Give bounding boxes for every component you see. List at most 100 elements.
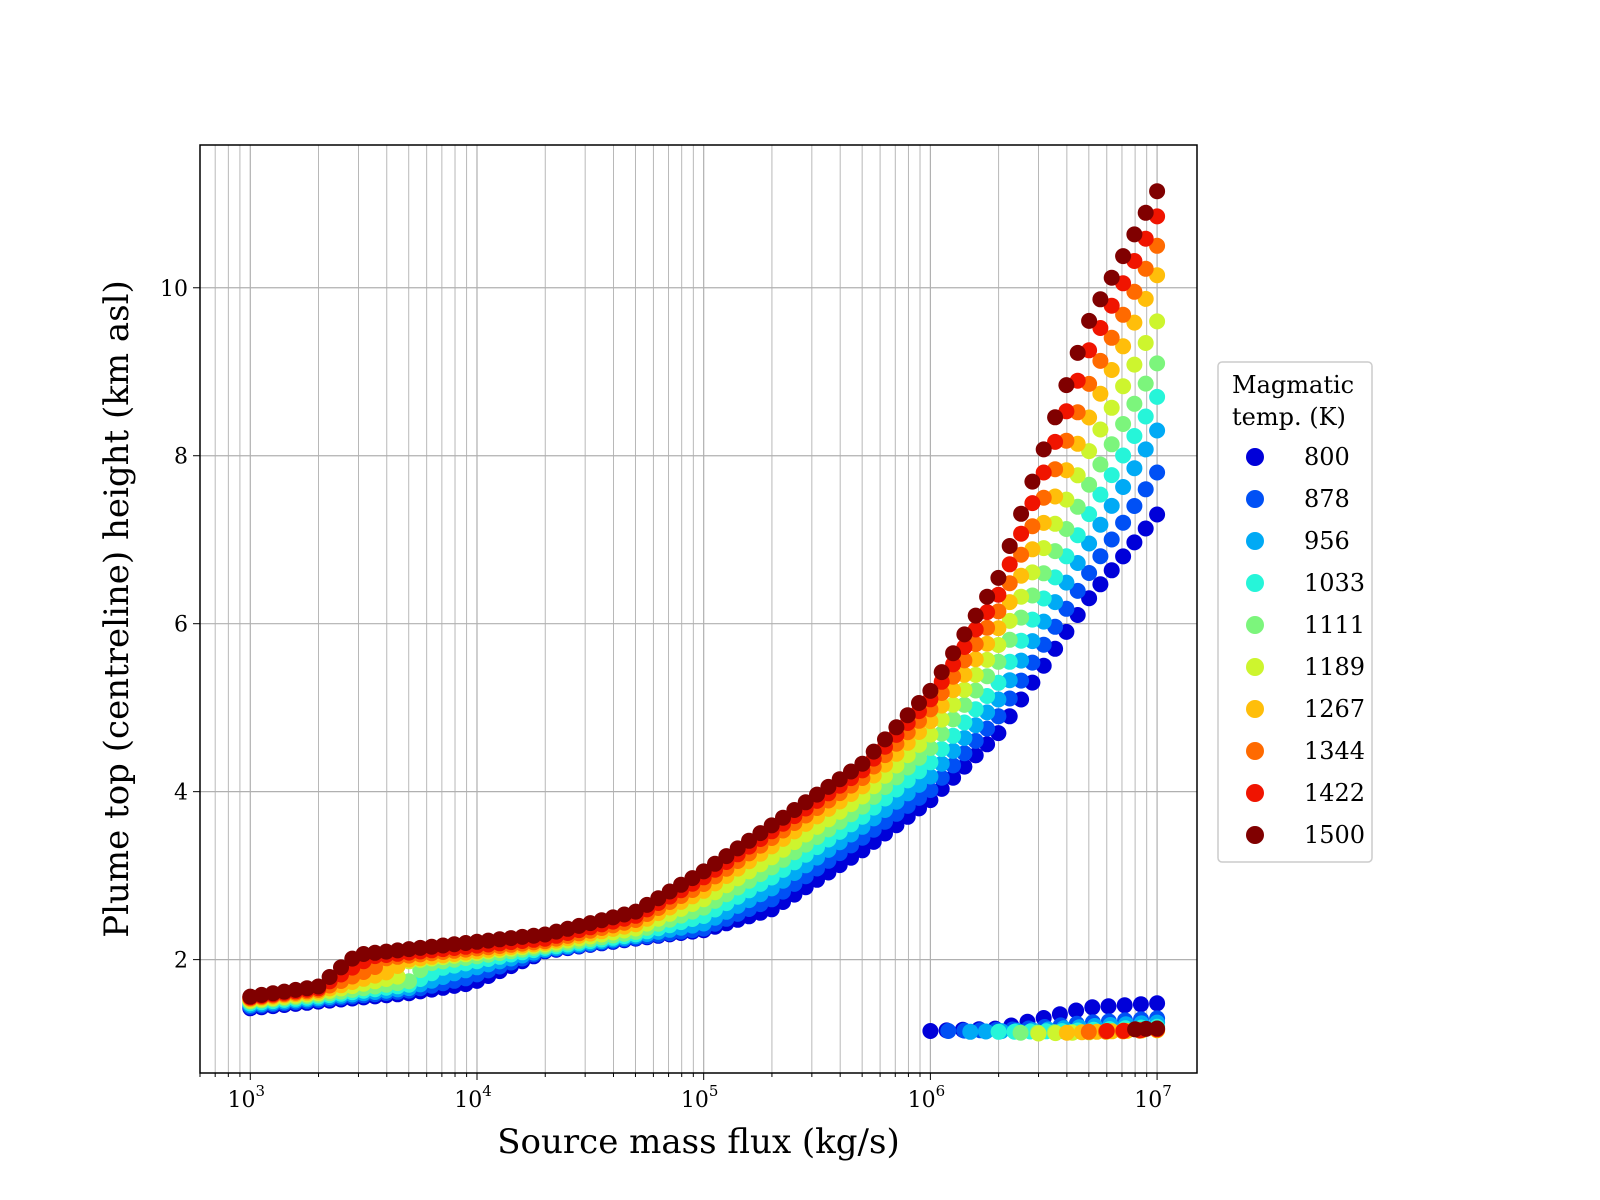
point [1126,498,1143,514]
point [945,769,962,786]
point [1013,672,1030,689]
legend-marker [1246,784,1264,802]
point [877,731,893,748]
point-low-branch [1098,1023,1115,1039]
legend-label: 1267 [1304,695,1365,723]
legend-title-line-1: Magmatic [1232,371,1354,399]
point [1126,226,1143,243]
point [945,656,962,673]
point [741,832,757,849]
x-tick-label: 107 [1134,1082,1172,1113]
legend-marker [1246,532,1264,550]
point [1024,495,1041,512]
y-tick-label: 6 [174,613,188,638]
point [1024,473,1041,490]
y-tick-label: 10 [160,277,188,302]
point [843,763,859,780]
point [990,569,1007,586]
legend-title-line-2: temp. (K) [1232,403,1346,431]
point-low-branch [1149,995,1166,1012]
point [820,778,837,795]
point [1149,355,1166,372]
legend-marker [1246,490,1264,508]
point [1126,356,1143,373]
legend-marker [1246,574,1264,592]
legend-marker [1246,616,1264,634]
legend-label: 1189 [1304,653,1365,681]
point [763,817,780,834]
point [1092,291,1109,308]
point [967,682,984,699]
point [1092,576,1109,593]
series-1500 [242,183,1166,1038]
point [1013,525,1030,542]
point [1035,441,1052,458]
point [979,588,996,605]
point [1126,460,1143,477]
point [1103,362,1120,378]
x-tick-label: 106 [908,1082,946,1113]
plot-frame [199,144,1198,1074]
point [911,695,927,711]
point [1024,633,1041,650]
point [1115,378,1132,395]
point [1149,237,1166,254]
legend-item-1111: 1111 [1246,611,1365,639]
point [1081,506,1098,523]
point [990,603,1007,620]
legend-label: 1344 [1304,737,1365,765]
point [1092,548,1109,565]
point [979,651,996,668]
point [797,794,814,811]
legend-marker [1246,448,1264,466]
legend-marker [1246,742,1264,760]
point [1081,312,1098,329]
point [1001,556,1018,573]
point-low-branch [1030,1025,1047,1042]
legend-item-1500: 1500 [1246,821,1365,849]
point [321,969,338,985]
point [877,767,893,784]
point [1047,433,1064,450]
point [786,802,803,818]
point [1137,375,1154,392]
legend-box [1217,361,1373,863]
point [854,755,871,772]
x-axis-label: Source mass flux (kg/s) [497,1122,899,1162]
point [1013,546,1030,563]
point [775,809,791,826]
x-tick-label: 103 [228,1082,266,1113]
point-low-branch [1012,1024,1029,1041]
point [1149,183,1166,200]
point [956,681,973,698]
point [1103,531,1120,548]
point [888,719,905,736]
legend-item-1422: 1422 [1246,779,1365,807]
point [1103,497,1120,514]
point [1137,481,1154,498]
point [945,711,962,728]
point [865,743,882,760]
point [922,713,939,730]
legend-item-1189: 1189 [1246,653,1365,681]
point [1126,283,1143,300]
point [1001,653,1018,670]
point-low-branch [940,1023,957,1039]
point [1001,612,1018,629]
point [1115,548,1132,565]
point [1024,518,1041,535]
point [1081,443,1098,460]
point [1126,534,1143,551]
point [1069,582,1086,599]
data-points [242,183,1166,1042]
point [899,707,916,724]
point [1001,538,1018,554]
point [1092,456,1109,473]
point [1103,329,1120,346]
point [1081,590,1098,607]
point [1115,447,1132,464]
point [707,855,723,872]
point [1149,422,1166,439]
point [1013,505,1030,522]
